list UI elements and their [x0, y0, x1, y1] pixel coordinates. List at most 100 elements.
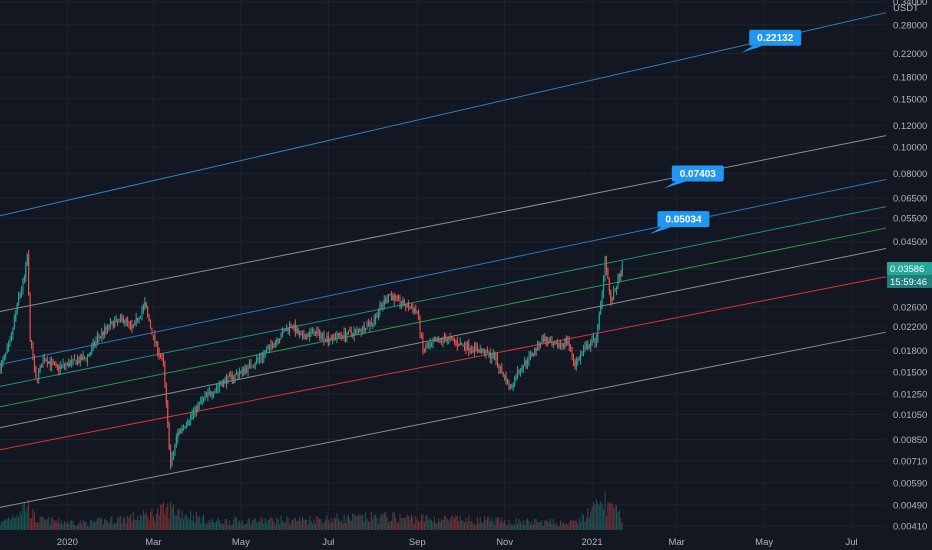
volume-bar	[436, 522, 438, 530]
candle-body	[340, 335, 342, 337]
candle-body	[327, 336, 329, 342]
candle-body	[541, 337, 543, 344]
candle-body	[385, 299, 387, 302]
callout-box[interactable]	[671, 165, 724, 182]
volume-bar	[545, 519, 547, 530]
candle-body	[76, 360, 78, 365]
volume-bar	[615, 505, 617, 530]
volume-bar	[29, 517, 31, 530]
candle-body	[319, 331, 321, 338]
candle-body	[142, 305, 144, 311]
volume-bar	[13, 517, 15, 530]
volume-bar	[469, 521, 471, 530]
candle-body	[61, 365, 63, 367]
candle-body	[496, 356, 498, 365]
volume-bar	[320, 519, 322, 530]
candle-body	[419, 317, 421, 334]
candle-body	[458, 344, 460, 346]
candle-body	[96, 336, 98, 341]
candle-body	[254, 363, 256, 366]
volume-bar	[187, 517, 189, 530]
volume-bar	[355, 515, 357, 530]
channel-line[interactable]	[0, 206, 887, 387]
volume-bar	[527, 518, 529, 530]
volume-bar	[172, 504, 174, 530]
channel-line[interactable]	[0, 227, 887, 408]
candle-body	[402, 300, 404, 305]
volume-bar	[313, 518, 315, 530]
volume-bar	[84, 522, 86, 530]
channel-line[interactable]	[0, 331, 887, 508]
candle-body	[555, 342, 557, 345]
time-tick-label: May	[232, 537, 250, 548]
volume-bar	[455, 515, 457, 530]
candle-body	[323, 334, 325, 340]
volume-bar	[568, 522, 570, 530]
candle-body	[171, 456, 173, 466]
channel-line[interactable]	[0, 276, 887, 451]
candle-body	[594, 338, 596, 342]
candle-body	[357, 329, 359, 331]
volume-bar	[194, 522, 196, 530]
candle-body	[608, 278, 610, 291]
candle-body	[346, 334, 348, 338]
candle-body	[180, 428, 182, 433]
candle-body	[363, 325, 365, 331]
candle-body	[284, 330, 286, 332]
candle-body	[74, 359, 76, 361]
volume-bar	[274, 524, 276, 530]
volume-bar	[290, 521, 292, 530]
candle-body	[571, 348, 573, 356]
channel-lines	[0, 12, 887, 508]
volume-bar	[312, 524, 314, 530]
candle-body	[3, 355, 5, 360]
volume-bar	[343, 514, 345, 530]
candle-body	[240, 370, 242, 374]
candle-body	[204, 394, 206, 398]
current-price-badges: 0.03586 15:59:46	[887, 262, 932, 288]
volume-bar	[306, 519, 308, 530]
candle-body	[10, 334, 12, 342]
candle-body	[595, 339, 597, 342]
channel-line[interactable]	[0, 12, 887, 217]
volume-bar	[253, 519, 255, 530]
price-tick-label: 0.01250	[893, 389, 927, 400]
candle-body	[194, 407, 196, 412]
candle-body	[439, 339, 441, 341]
volume-bar	[334, 518, 336, 530]
volume-bar	[280, 515, 282, 530]
callout-box[interactable]	[749, 29, 802, 46]
price-tick-label: 0.01800	[893, 346, 927, 357]
callout-box[interactable]	[657, 211, 710, 228]
channel-line[interactable]	[0, 135, 887, 312]
volume-bar	[248, 517, 250, 530]
volume-bar	[168, 518, 170, 530]
volume-bar	[409, 519, 411, 530]
candle-body	[167, 402, 169, 424]
candle-body	[618, 274, 620, 279]
candle-body	[56, 365, 58, 367]
price-tick-label: 0.18000	[893, 73, 927, 84]
candle-body	[247, 364, 249, 372]
candle-body	[293, 324, 295, 329]
candle-body	[435, 340, 437, 342]
volume-bar	[247, 518, 249, 530]
volume-bar	[367, 520, 369, 530]
price-tick-label: 0.05500	[893, 213, 927, 224]
volume-bar	[5, 520, 7, 530]
channel-line[interactable]	[0, 179, 887, 365]
volume-bar	[230, 525, 232, 530]
volume-bar	[181, 509, 183, 530]
volume-bar	[142, 509, 144, 530]
candle-body	[81, 356, 83, 361]
volume-bar	[383, 512, 385, 530]
candle-body	[356, 329, 358, 331]
volume-bar	[251, 520, 253, 530]
time-axis[interactable]: 2020 Mar May Jul Sep Nov 2021 Mar May Jul	[0, 532, 932, 550]
volume-bar	[238, 520, 240, 530]
candle-body	[320, 335, 322, 338]
candle-body	[210, 392, 212, 395]
candle-body	[287, 327, 289, 331]
candle-body	[48, 361, 50, 364]
